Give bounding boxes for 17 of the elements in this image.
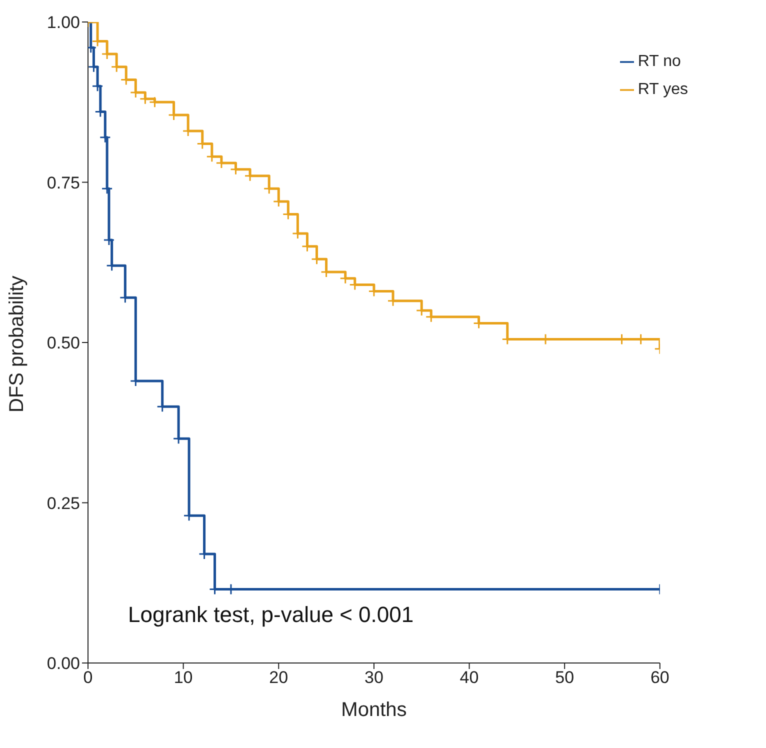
y-tick-label: 1.00 (46, 13, 80, 32)
y-tick-label: 0.00 (46, 654, 80, 674)
legend-label: RT yes (638, 81, 688, 98)
y-axis-title: DFS probability (6, 276, 28, 412)
x-tick-label: 10 (174, 668, 193, 688)
x-tick-label: 50 (555, 668, 574, 688)
y-tick-label: 0.75 (46, 173, 80, 192)
y-tick-label: 0.25 (46, 494, 80, 513)
x-tick-label: 30 (364, 668, 384, 688)
y-tick-label: 0.50 (46, 334, 80, 353)
annotation: Logrank test, p-value < 0.001 (128, 602, 414, 628)
x-tick-label: 60 (650, 668, 670, 688)
x-tick-label: 0 (83, 668, 93, 688)
x-tick-label: 40 (460, 668, 479, 688)
x-tick-label: 20 (269, 668, 288, 688)
x-axis-title: Months (341, 699, 407, 721)
legend-label: RT no (638, 53, 681, 70)
